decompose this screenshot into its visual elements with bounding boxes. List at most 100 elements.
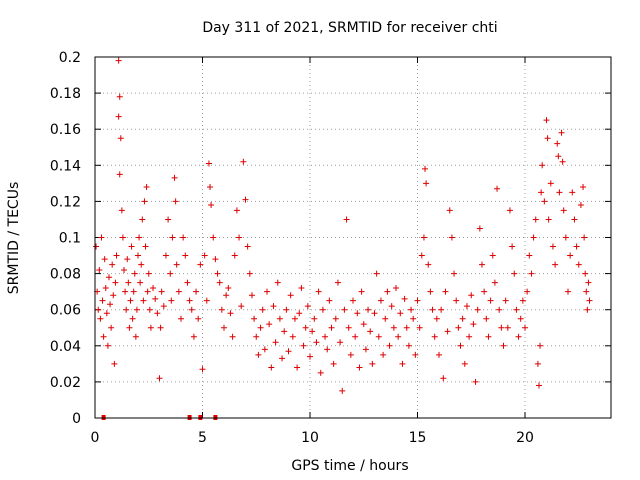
data-point: [107, 301, 114, 308]
data-point: [362, 346, 369, 353]
data-point: [199, 366, 206, 373]
data-point: [401, 295, 408, 302]
data-point: [251, 315, 258, 322]
data-point: [276, 315, 283, 322]
data-point: [433, 315, 440, 322]
data-point: [427, 288, 434, 295]
data-point: [444, 328, 451, 335]
data-point: [436, 351, 442, 358]
data-point: [352, 333, 359, 340]
x-tick-label: 15: [409, 430, 427, 446]
data-point: [218, 306, 225, 313]
data-point: [332, 315, 339, 322]
data-point: [212, 256, 219, 263]
data-point: [571, 216, 578, 223]
data-point: [103, 310, 110, 317]
data-point: [453, 297, 460, 304]
data-point: [405, 342, 412, 349]
data-point: [358, 288, 365, 295]
data-point: [560, 207, 567, 214]
data-point: [143, 183, 150, 190]
data-point: [354, 310, 361, 317]
data-point: [371, 310, 378, 317]
data-point: [375, 333, 382, 340]
data-point: [369, 360, 376, 367]
data-point: [504, 324, 511, 331]
data-point: [307, 353, 313, 360]
data-point: [102, 285, 109, 292]
data-point: [274, 279, 281, 286]
data-point: [472, 378, 479, 385]
data-point: [207, 183, 214, 190]
data-point: [517, 315, 524, 322]
data-point: [154, 310, 161, 317]
data-point: [158, 288, 165, 295]
data-point: [229, 333, 236, 340]
data-point: [203, 297, 210, 304]
data-point: [95, 306, 102, 313]
data-point: [334, 279, 341, 286]
data-point: [130, 288, 137, 295]
data-point: [457, 342, 464, 349]
data-point: [255, 351, 262, 358]
data-point: [538, 189, 545, 196]
data-point: [345, 324, 352, 331]
data-point: [315, 288, 322, 295]
data-point: [248, 292, 255, 299]
data-point: [583, 288, 590, 295]
data-point: [105, 274, 112, 281]
data-point: [141, 198, 148, 205]
data-point: [459, 315, 466, 322]
data-point: [167, 270, 174, 277]
data-point: [190, 333, 197, 340]
data-point: [193, 288, 200, 295]
data-point: [266, 321, 273, 328]
data-point: [324, 346, 331, 353]
data-point: [244, 243, 251, 250]
data-point: [270, 303, 277, 310]
data-point: [414, 297, 421, 304]
data-point: [113, 252, 120, 259]
data-point: [298, 285, 305, 292]
data-point: [124, 256, 131, 263]
data-point: [188, 306, 195, 313]
x-axis-label: GPS time / hours: [291, 458, 408, 474]
data-point: [147, 324, 154, 331]
data-point: [210, 234, 217, 241]
data-point: [221, 324, 227, 331]
data-point: [522, 324, 528, 331]
data-point: [526, 252, 533, 259]
data-point: [343, 216, 350, 223]
data-point: [236, 234, 243, 241]
data-point: [403, 324, 410, 331]
data-point: [446, 207, 453, 214]
data-point: [145, 270, 152, 277]
data-point: [309, 328, 316, 335]
data-point: [431, 333, 438, 340]
data-point: [144, 288, 151, 295]
data-point: [121, 266, 128, 273]
data-point: [422, 165, 429, 172]
data-point: [123, 306, 130, 313]
data-point: [227, 310, 234, 317]
data-point: [341, 306, 348, 313]
data-point: [311, 315, 318, 322]
data-point: [565, 288, 571, 295]
data-point: [317, 369, 324, 376]
data-point: [337, 339, 344, 346]
data-point: [534, 360, 541, 367]
data-point: [532, 216, 539, 223]
data-point: [559, 158, 566, 165]
data-point: [201, 252, 208, 259]
data-point: [156, 375, 163, 382]
data-point: [580, 183, 587, 190]
data-point: [451, 270, 458, 277]
data-point: [214, 270, 221, 277]
data-point: [283, 306, 290, 313]
data-point: [133, 306, 140, 313]
data-point: [569, 189, 576, 196]
data-point: [356, 364, 363, 371]
data-point: [225, 285, 232, 292]
data-point: [172, 198, 179, 205]
data-point: [408, 306, 415, 313]
